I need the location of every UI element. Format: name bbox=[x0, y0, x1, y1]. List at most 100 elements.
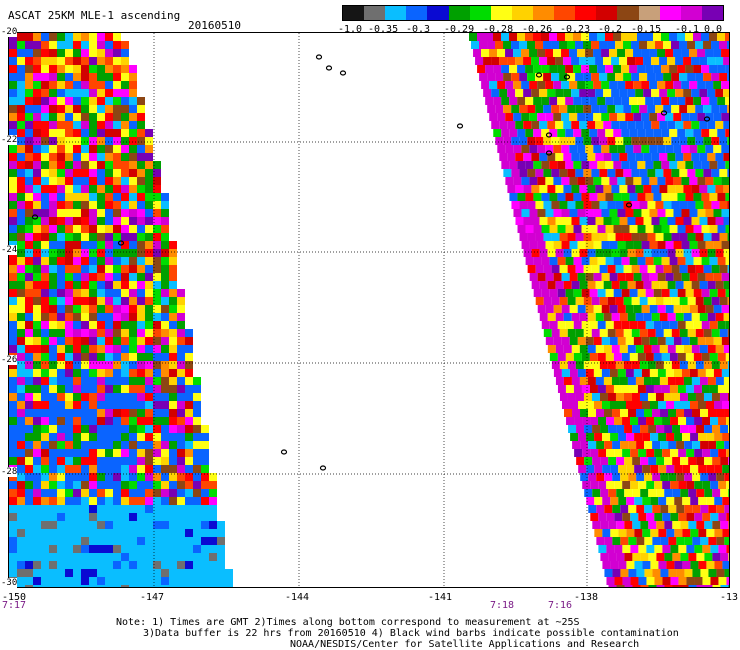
swath-cell bbox=[129, 385, 137, 393]
swath-cell bbox=[193, 433, 201, 441]
swath-cell bbox=[161, 489, 169, 497]
swath-cell bbox=[105, 73, 113, 81]
swath-cell bbox=[9, 369, 17, 377]
swath-cell bbox=[113, 281, 121, 289]
swath-cell bbox=[161, 393, 169, 401]
swath-cell bbox=[567, 361, 576, 369]
swath-cell bbox=[153, 177, 161, 185]
swath-cell bbox=[137, 185, 145, 193]
swath-cell bbox=[145, 353, 153, 361]
swath-cell bbox=[577, 337, 586, 345]
swath-cell bbox=[169, 393, 177, 401]
swath-cell bbox=[537, 273, 546, 281]
swath-cell bbox=[673, 337, 682, 345]
swath-cell bbox=[696, 489, 705, 497]
swath-cell bbox=[25, 289, 33, 297]
swath-cell bbox=[9, 113, 17, 121]
swath-cell bbox=[113, 561, 121, 569]
swath-cell bbox=[717, 257, 726, 265]
swath-cell bbox=[25, 361, 33, 369]
swath-cell bbox=[33, 193, 41, 201]
swath-cell bbox=[549, 353, 558, 361]
swath-cell bbox=[97, 537, 105, 545]
swath-cell bbox=[81, 521, 89, 529]
swath-cell bbox=[653, 193, 662, 201]
swath-cell bbox=[161, 561, 169, 569]
swath-cell bbox=[719, 233, 728, 241]
swath-cell bbox=[129, 449, 137, 457]
swath-cell bbox=[555, 281, 564, 289]
swath-cell bbox=[615, 361, 624, 369]
swath-cell bbox=[513, 209, 522, 217]
swath-cell bbox=[641, 401, 650, 409]
swath-cell bbox=[539, 121, 548, 129]
swath-cell bbox=[25, 265, 33, 273]
swath-cell bbox=[609, 177, 618, 185]
swath-cell bbox=[595, 217, 604, 225]
swath-cell bbox=[533, 257, 542, 265]
swath-cell bbox=[65, 193, 73, 201]
swath-cell bbox=[649, 305, 658, 313]
swath-cell bbox=[523, 121, 532, 129]
swath-cell bbox=[549, 321, 558, 329]
swath-cell bbox=[698, 465, 707, 473]
swath-cell bbox=[643, 249, 652, 257]
swath-cell bbox=[614, 417, 623, 425]
swath-cell bbox=[621, 225, 630, 233]
swath-cell bbox=[547, 249, 556, 257]
swath-cell bbox=[65, 345, 73, 353]
swath-cell bbox=[41, 417, 49, 425]
swath-cell bbox=[569, 49, 578, 57]
swath-cell bbox=[97, 409, 105, 417]
swath-cell bbox=[689, 177, 698, 185]
swath-cell bbox=[685, 353, 694, 361]
swath-cell bbox=[73, 481, 81, 489]
swath-cell bbox=[17, 201, 25, 209]
swath-cell bbox=[121, 481, 129, 489]
swath-cell bbox=[177, 369, 185, 377]
swath-cell bbox=[49, 81, 57, 89]
swath-cell bbox=[722, 497, 729, 505]
time-label: 7:16 bbox=[548, 600, 573, 611]
swath-cell bbox=[595, 377, 604, 385]
swath-cell bbox=[719, 137, 728, 145]
swath-cell bbox=[551, 105, 560, 113]
swath-cell bbox=[9, 321, 17, 329]
swath-cell bbox=[696, 585, 705, 587]
swath-cell bbox=[590, 513, 599, 521]
swath-cell bbox=[153, 281, 161, 289]
swath-cell bbox=[686, 417, 695, 425]
swath-cell bbox=[469, 33, 477, 41]
swath-cell bbox=[9, 537, 17, 545]
swath-cell bbox=[724, 473, 729, 481]
swath-cell bbox=[153, 233, 161, 241]
swath-cell bbox=[619, 121, 628, 129]
swath-cell bbox=[592, 521, 601, 529]
swath-cell bbox=[703, 73, 712, 81]
swath-cell bbox=[639, 137, 648, 145]
colorbar-segment bbox=[575, 6, 597, 20]
swath-cell bbox=[674, 529, 683, 537]
swath-cell bbox=[177, 441, 185, 449]
swath-cell bbox=[49, 113, 57, 121]
swath-cell bbox=[643, 89, 652, 97]
swath-cell bbox=[657, 401, 666, 409]
swath-cell bbox=[185, 553, 193, 561]
swath-cell bbox=[629, 289, 638, 297]
swath-cell bbox=[557, 321, 566, 329]
swath-cell bbox=[9, 329, 17, 337]
swath-cell bbox=[613, 65, 622, 73]
swath-cell bbox=[563, 57, 572, 65]
swath-cell bbox=[41, 65, 49, 73]
swath-cell bbox=[105, 161, 113, 169]
swath-cell bbox=[609, 273, 618, 281]
swath-cell bbox=[73, 441, 81, 449]
swath-cell bbox=[685, 225, 694, 233]
swath-cell bbox=[137, 161, 145, 169]
swath-cell bbox=[49, 281, 57, 289]
swath-cell bbox=[161, 441, 169, 449]
swath-cell bbox=[161, 521, 169, 529]
swath-cell bbox=[17, 513, 25, 521]
swath-cell bbox=[585, 337, 594, 345]
swath-cell bbox=[695, 265, 704, 273]
